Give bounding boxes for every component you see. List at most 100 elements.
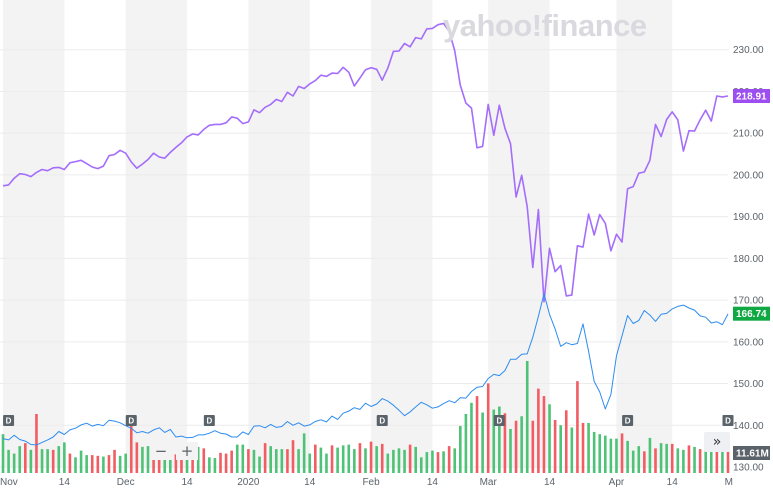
y-tick-label: 180.00 [733, 254, 764, 265]
volume-bar [208, 457, 211, 473]
volume-bar [698, 449, 702, 473]
zoom-out-button[interactable]: − [150, 442, 172, 460]
volume-bar [79, 450, 83, 473]
volume-bar [241, 444, 245, 473]
volume-bar [453, 448, 457, 473]
zoom-in-button[interactable]: + [176, 442, 198, 460]
volume-bar [219, 452, 222, 473]
volume-bar [715, 447, 719, 473]
volume-bar [592, 431, 596, 473]
volume-bar [604, 435, 607, 473]
x-tick-label: 14 [59, 477, 71, 488]
volume-bar [369, 441, 373, 473]
volume-bar [7, 449, 10, 473]
volume-bar [102, 456, 105, 473]
dividend-marker-label: D [379, 417, 385, 426]
zoom-controls: − + [150, 442, 198, 460]
volume-bar [113, 449, 116, 473]
volume-bar [314, 444, 317, 473]
x-tick-label: Dec [117, 477, 135, 488]
dividend-marker[interactable]: D [376, 415, 388, 426]
volume-bar [687, 445, 691, 473]
volume-bar [380, 443, 384, 473]
volume-bar [509, 428, 512, 473]
volume-bar [286, 449, 289, 473]
volume-bar [336, 447, 339, 473]
volume-bar [492, 409, 496, 473]
volume-flag-label: 11.61M [736, 449, 769, 460]
price-flag-label: 166.74 [736, 309, 767, 320]
volume-bar [280, 449, 284, 473]
volume-bar [486, 383, 490, 473]
volume-bar [436, 452, 440, 473]
volume-bar [252, 449, 256, 473]
volume-bar [548, 404, 551, 473]
y-tick-label: 230.00 [733, 45, 764, 56]
volume-bar [141, 446, 144, 473]
volume-bar [587, 422, 590, 473]
volume-bar [459, 425, 462, 473]
volume-bar [397, 448, 401, 473]
volume-bar [364, 448, 367, 473]
volume-bar [235, 444, 239, 473]
dividend-marker[interactable]: D [622, 415, 634, 426]
x-tick-label: 14 [304, 477, 316, 488]
x-tick-label: 14 [427, 477, 439, 488]
volume-bar [726, 444, 730, 473]
gridlines [0, 49, 728, 468]
volume-bar [414, 446, 417, 473]
volume-bar [319, 447, 323, 473]
volume-bar [631, 450, 635, 473]
volume-bar [386, 453, 390, 473]
volume-bar [302, 433, 306, 473]
dividend-marker[interactable]: D [125, 415, 137, 426]
dividend-marker[interactable]: D [722, 415, 734, 426]
volume-bar [626, 440, 629, 473]
volume-bar [35, 414, 38, 473]
volume-bar [185, 456, 189, 473]
y-tick-label: 150.00 [733, 379, 764, 390]
volume-bar [464, 414, 468, 473]
volume-bar [180, 455, 183, 473]
volume-bar [520, 416, 523, 473]
volume-bar [347, 444, 351, 473]
volume-bar [431, 450, 434, 473]
volume-bar [90, 455, 94, 473]
volume-bar [247, 449, 250, 473]
volume-bar [24, 443, 27, 473]
volume-bar [224, 453, 228, 473]
volume-bar [196, 446, 200, 473]
y-axis: 230.00220.00210.00200.00190.00180.00170.… [733, 45, 764, 473]
x-tick-label: 2020 [237, 477, 260, 488]
volume-bar [576, 381, 579, 473]
volume-bar [63, 442, 66, 473]
volume-bar [553, 419, 557, 473]
volume-bar [670, 443, 674, 473]
volume-bar [29, 449, 33, 473]
x-tick-label: M [725, 477, 733, 488]
scroll-right-button[interactable]: » [704, 432, 730, 452]
volume-bar [447, 446, 451, 473]
price-flags: 218.91 166.74 11.61M [733, 89, 770, 460]
volume-bar [40, 449, 44, 473]
dividend-marker[interactable]: D [3, 415, 15, 426]
dividend-marker[interactable]: D [493, 415, 505, 426]
dividend-marker-label: D [496, 417, 502, 426]
volume-bar [559, 425, 562, 473]
volume-bar [12, 453, 16, 473]
dividend-marker[interactable]: D [203, 415, 215, 426]
volume-bar [51, 449, 55, 473]
y-tick-label: 190.00 [733, 212, 764, 223]
volume-bar [498, 406, 501, 473]
volume-bar [654, 448, 657, 473]
y-tick-label: 210.00 [733, 129, 764, 140]
volume-bar [157, 458, 161, 473]
volume-bar [721, 449, 724, 473]
volume-bar [481, 412, 484, 473]
volume-bar [503, 413, 507, 473]
volume-bar [542, 396, 546, 473]
volume-bar [263, 443, 267, 473]
volume-bar [297, 449, 300, 473]
